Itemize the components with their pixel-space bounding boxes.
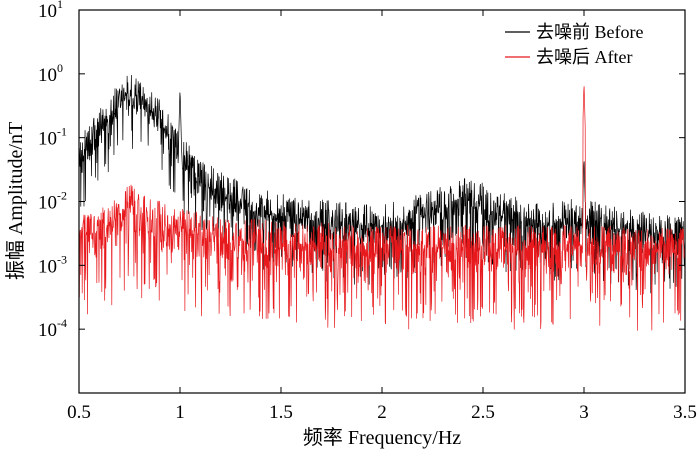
x-tick-label-1: 1 bbox=[175, 402, 185, 423]
legend: 去噪前 Before 去噪后 After bbox=[505, 22, 643, 67]
x-tick-label-2: 1.5 bbox=[269, 402, 293, 423]
legend-label-before: 去噪前 Before bbox=[536, 22, 643, 42]
series-lines bbox=[79, 74, 685, 331]
x-axis-label: 频率 Frequency/Hz bbox=[303, 426, 461, 449]
y-tick-label-1: 10-3 bbox=[38, 252, 67, 277]
series-line-1 bbox=[79, 86, 685, 331]
y-tick-label-4: 100 bbox=[38, 61, 63, 86]
y-tick-label-5: 101 bbox=[38, 0, 63, 22]
x-tick-label-0: 0.5 bbox=[67, 402, 91, 423]
x-tick-label-4: 2.5 bbox=[471, 402, 495, 423]
y-axis-label: 振幅 Amplitude/nT bbox=[4, 122, 27, 280]
axis-ticks bbox=[78, 9, 686, 393]
y-tick-label-0: 10-4 bbox=[38, 316, 67, 341]
plot-frame bbox=[78, 9, 686, 394]
x-tick-label-3: 2 bbox=[377, 402, 387, 423]
series-line-0 bbox=[79, 74, 685, 294]
y-axis-tick-labels: 10-4 10-3 10-2 10-1 100 101 bbox=[38, 0, 67, 341]
x-tick-label-6: 3.5 bbox=[673, 402, 697, 423]
legend-label-after: 去噪后 After bbox=[536, 47, 632, 67]
x-axis-tick-labels: 0.5 1 1.5 2 2.5 3 3.5 bbox=[67, 402, 697, 423]
y-tick-label-2: 10-2 bbox=[38, 189, 67, 214]
x-tick-label-5: 3 bbox=[579, 402, 589, 423]
y-tick-label-3: 10-1 bbox=[38, 125, 67, 150]
